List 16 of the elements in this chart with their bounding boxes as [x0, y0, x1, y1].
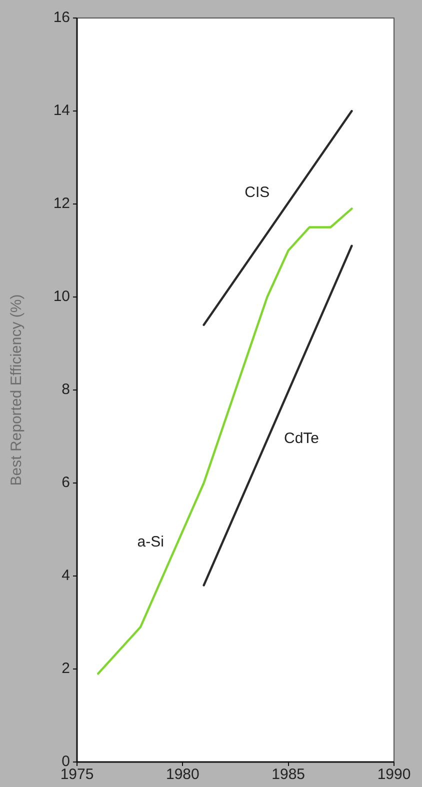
y-tick-label: 10 [53, 288, 70, 306]
y-axis-title: Best Reported Efficiency (%) [8, 294, 26, 486]
series-label: CdTe [284, 430, 320, 448]
y-tick-label: 14 [53, 102, 70, 120]
y-tick-label: 16 [53, 9, 70, 26]
x-tick-label: 1980 [166, 766, 200, 784]
x-tick-label: 1975 [60, 766, 94, 784]
y-tick-label: 6 [62, 474, 70, 492]
x-tick-label: 1990 [377, 766, 411, 784]
series-label: a-Si [137, 534, 164, 551]
series-label: CIS [244, 184, 270, 201]
y-tick-label: 4 [62, 567, 70, 584]
y-tick-label: 8 [62, 381, 70, 398]
y-tick-label: 12 [53, 195, 70, 212]
x-tick-label: 1985 [272, 766, 306, 784]
y-tick-label: 2 [62, 660, 70, 678]
